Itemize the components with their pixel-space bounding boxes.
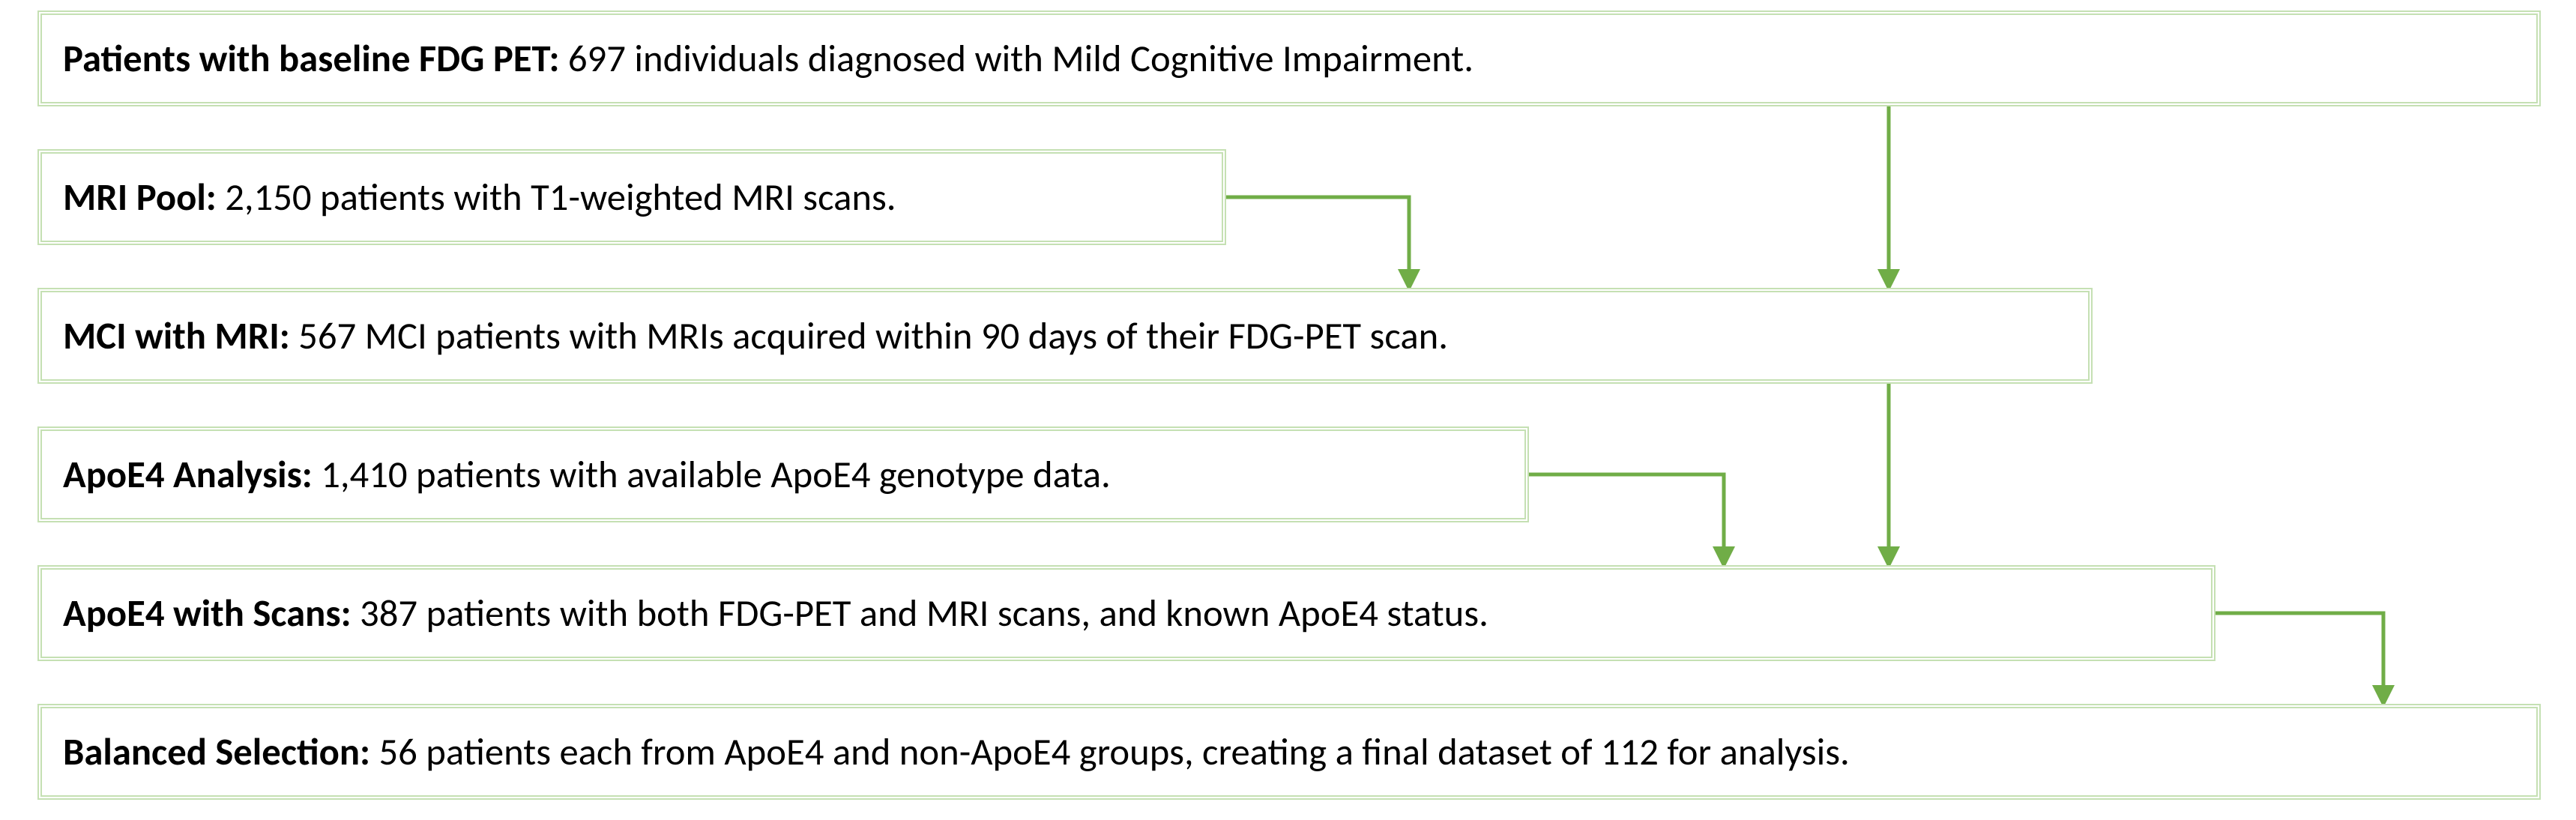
connectors-layer [0,0,2576,820]
box-balanced-text: Balanced Selection: 56 patients each fro… [63,730,1850,774]
box-apoe4-scans-label: ApoE4 with Scans: [63,590,352,636]
box-apoe4-scans: ApoE4 with Scans: 387 patients with both… [37,565,2215,661]
conn-apoe4scans-to-balanced [2215,613,2383,704]
box-apoe4-analysis-label: ApoE4 Analysis: [63,451,313,498]
conn-mripool-to-mci [1226,197,1409,288]
box-balanced: Balanced Selection: 56 patients each fro… [37,704,2541,800]
box-baseline-desc: 697 individuals diagnosed with Mild Cogn… [559,35,1473,82]
box-apoe4-analysis-text: ApoE4 Analysis: 1,410 patients with avai… [63,453,1111,496]
flowchart-canvas: Patients with baseline FDG PET: 697 indi… [0,0,2576,820]
conn-apoe4analysis-to-apoe4scans [1529,474,1724,565]
box-mci-mri: MCI with MRI: 567 MCI patients with MRIs… [37,288,2093,384]
box-apoe4-analysis: ApoE4 Analysis: 1,410 patients with avai… [37,426,1529,522]
box-apoe4-scans-desc: 387 patients with both FDG-PET and MRI s… [352,590,1488,636]
box-mri-pool-text: MRI Pool: 2,150 patients with T1-weighte… [63,175,896,219]
box-mri-pool-label: MRI Pool: [63,174,217,220]
box-apoe4-scans-text: ApoE4 with Scans: 387 patients with both… [63,591,1488,635]
box-baseline-label: Patients with baseline FDG PET: [63,35,559,82]
box-mci-mri-desc: 567 MCI patients with MRIs acquired with… [290,313,1448,359]
box-mci-mri-label: MCI with MRI: [63,313,290,359]
box-apoe4-analysis-desc: 1,410 patients with available ApoE4 geno… [313,451,1111,498]
box-mci-mri-text: MCI with MRI: 567 MCI patients with MRIs… [63,314,1448,358]
box-mri-pool: MRI Pool: 2,150 patients with T1-weighte… [37,149,1226,245]
box-baseline-text: Patients with baseline FDG PET: 697 indi… [63,37,1473,80]
box-balanced-desc: 56 patients each from ApoE4 and non-ApoE… [370,729,1850,775]
box-balanced-label: Balanced Selection: [63,729,370,775]
box-baseline: Patients with baseline FDG PET: 697 indi… [37,10,2541,106]
box-mri-pool-desc: 2,150 patients with T1-weighted MRI scan… [217,174,896,220]
